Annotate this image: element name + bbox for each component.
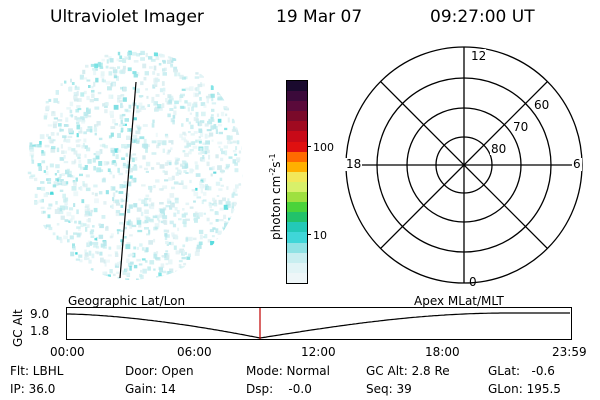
- altitude-timeline: [66, 307, 572, 340]
- aurora-speckle: [27, 50, 243, 280]
- colorbar-segment: [287, 202, 307, 213]
- y-tick-9: 9.0: [30, 307, 50, 321]
- gain-readout: Gain: 14: [125, 382, 176, 396]
- colorbar-units-label: photon cm-2s-1: [268, 153, 283, 240]
- instrument-title: Ultraviolet Imager: [50, 7, 204, 27]
- door-readout: Door: Open: [125, 364, 194, 378]
- aurora-image: [27, 50, 243, 280]
- time-label: 09:27:00 UT: [430, 7, 535, 27]
- filter-readout: Flt: LBHL: [10, 364, 64, 378]
- polar-grid: 12 18 6 0 60 70 80: [344, 46, 583, 289]
- colorbar-segment: [287, 171, 307, 182]
- glat-readout: GLat: -0.6: [488, 364, 555, 378]
- x-tick-2359: 23:59: [552, 345, 587, 359]
- mlt-label-18: 18: [346, 157, 361, 171]
- glon-readout: GLon: 195.5: [488, 382, 561, 396]
- x-tick-1200: 12:00: [301, 345, 336, 359]
- gc-alt-readout: GC Alt: 2.8 Re: [366, 364, 450, 378]
- x-tick-0000: 00:00: [50, 345, 85, 359]
- colorbar-segment: [287, 232, 307, 243]
- mlt-label-6: 6: [573, 157, 581, 171]
- colorbar-tick-mark: [307, 234, 311, 235]
- colorbar-tick-10: 10: [313, 229, 327, 242]
- colorbar-segment: [287, 192, 307, 203]
- lat-label-60: 60: [534, 98, 549, 112]
- x-tick-0600: 06:00: [177, 345, 212, 359]
- timeline-frame: [66, 307, 572, 340]
- colorbar-segment: [287, 212, 307, 223]
- colorbar-segment: [287, 111, 307, 122]
- colorbar-segment: [287, 181, 307, 193]
- mlt-label-0: 0: [469, 275, 477, 289]
- mode-readout: Mode: Normal: [246, 364, 330, 378]
- colorbar-segment: [287, 151, 307, 162]
- geographic-label: Geographic Lat/Lon: [68, 294, 186, 308]
- colorbar-segment: [287, 81, 307, 92]
- lat-label-70: 70: [513, 120, 528, 134]
- colorbar-segment: [287, 161, 307, 172]
- colorbar-segment: [287, 262, 307, 273]
- x-tick-1800: 18:00: [425, 345, 460, 359]
- meridian-diagonal-2: [380, 81, 548, 249]
- gc-alt-axis-label: GC Alt: [11, 309, 25, 347]
- colorbar-tick-100: 100: [313, 141, 334, 154]
- y-tick-1-8: 1.8: [30, 324, 50, 338]
- colorbar-segment: [287, 91, 307, 102]
- apex-label: Apex MLat/MLT: [414, 294, 504, 308]
- colorbar-segment: [287, 242, 307, 253]
- colorbar-segment: [287, 141, 307, 152]
- dsp-readout: Dsp: -0.0: [246, 382, 312, 396]
- colorbar-segment: [287, 131, 307, 142]
- colorbar: [286, 80, 308, 284]
- colorbar-segment: [287, 222, 307, 233]
- colorbar-segment: [287, 121, 307, 132]
- date-label: 19 Mar 07: [276, 7, 363, 27]
- colorbar-segment: [287, 101, 307, 112]
- altitude-curve: [66, 312, 570, 339]
- mlt-label-12: 12: [471, 49, 486, 63]
- ip-readout: IP: 36.0: [10, 382, 56, 396]
- lat-label-80: 80: [491, 142, 506, 156]
- colorbar-segment: [287, 252, 307, 263]
- colorbar-tick-mark: [307, 146, 311, 147]
- seq-readout: Seq: 39: [366, 382, 412, 396]
- terminator-line: [119, 81, 137, 279]
- colorbar-segment: [287, 272, 307, 283]
